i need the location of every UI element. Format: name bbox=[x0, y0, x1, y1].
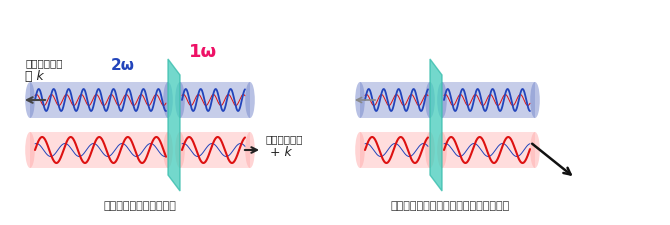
Ellipse shape bbox=[163, 83, 173, 119]
Polygon shape bbox=[168, 60, 180, 191]
Ellipse shape bbox=[530, 83, 540, 119]
Text: 光の進行方向: 光の進行方向 bbox=[265, 133, 302, 143]
FancyBboxPatch shape bbox=[30, 132, 168, 168]
Ellipse shape bbox=[438, 83, 447, 119]
Ellipse shape bbox=[425, 83, 435, 119]
FancyBboxPatch shape bbox=[360, 83, 430, 119]
Polygon shape bbox=[430, 60, 442, 191]
Text: 今回発見した非対称な第二次高調波発生: 今回発見した非対称な第二次高調波発生 bbox=[391, 200, 510, 210]
FancyBboxPatch shape bbox=[360, 132, 430, 168]
Ellipse shape bbox=[175, 132, 185, 168]
Ellipse shape bbox=[355, 132, 364, 168]
Ellipse shape bbox=[163, 132, 173, 168]
Text: 通常の第二次高調波発生: 通常の第二次高調波発生 bbox=[104, 200, 176, 210]
FancyBboxPatch shape bbox=[442, 83, 535, 119]
FancyBboxPatch shape bbox=[442, 132, 535, 168]
Ellipse shape bbox=[530, 132, 540, 168]
Ellipse shape bbox=[245, 132, 255, 168]
Text: 1ω: 1ω bbox=[189, 43, 217, 61]
Ellipse shape bbox=[425, 132, 435, 168]
Text: + k: + k bbox=[270, 146, 291, 159]
Ellipse shape bbox=[245, 83, 255, 119]
Ellipse shape bbox=[25, 132, 35, 168]
FancyBboxPatch shape bbox=[30, 83, 168, 119]
Ellipse shape bbox=[25, 83, 35, 119]
Ellipse shape bbox=[438, 132, 447, 168]
FancyBboxPatch shape bbox=[180, 132, 250, 168]
Text: 光の進行方向: 光の進行方向 bbox=[25, 58, 62, 68]
FancyBboxPatch shape bbox=[180, 83, 250, 119]
Ellipse shape bbox=[355, 83, 364, 119]
Ellipse shape bbox=[175, 83, 185, 119]
Text: 2ω: 2ω bbox=[111, 58, 135, 73]
Text: － k: － k bbox=[25, 69, 44, 82]
